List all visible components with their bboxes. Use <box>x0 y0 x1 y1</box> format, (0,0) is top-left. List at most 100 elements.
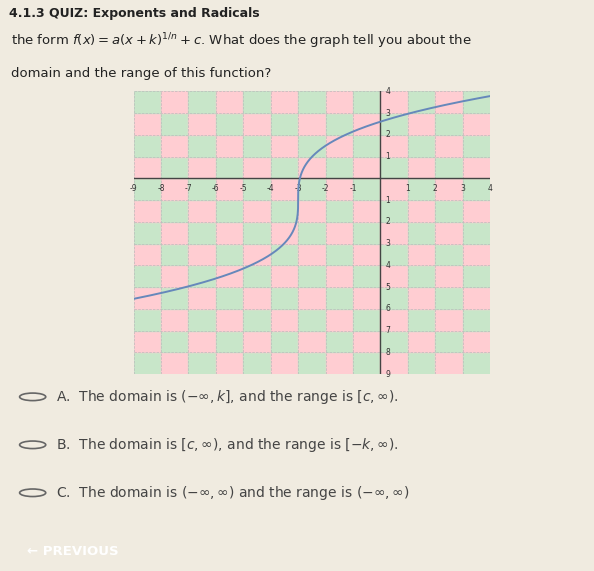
Bar <box>326 266 353 287</box>
Bar <box>326 135 353 156</box>
Bar <box>298 244 326 266</box>
Bar <box>298 178 326 200</box>
Bar <box>161 309 188 331</box>
Text: 4: 4 <box>386 87 390 96</box>
Bar <box>380 352 408 374</box>
Bar <box>326 244 353 266</box>
Bar <box>380 287 408 309</box>
Bar <box>435 222 463 244</box>
Bar <box>244 135 271 156</box>
Bar <box>216 113 244 135</box>
Text: domain and the range of this function?: domain and the range of this function? <box>11 67 271 80</box>
Bar <box>435 200 463 222</box>
Bar <box>408 200 435 222</box>
Bar <box>463 135 490 156</box>
Bar <box>298 222 326 244</box>
Bar <box>435 352 463 374</box>
Bar <box>435 178 463 200</box>
Bar <box>271 309 298 331</box>
Bar <box>326 91 353 113</box>
Bar <box>271 244 298 266</box>
Bar <box>408 156 435 178</box>
Bar <box>134 244 161 266</box>
Bar <box>244 309 271 331</box>
Bar <box>216 287 244 309</box>
Bar <box>216 309 244 331</box>
Bar <box>353 266 380 287</box>
Bar <box>134 91 161 113</box>
Bar <box>271 135 298 156</box>
Bar <box>188 135 216 156</box>
Bar <box>161 331 188 352</box>
Bar <box>463 352 490 374</box>
Bar <box>326 113 353 135</box>
Bar <box>244 200 271 222</box>
Bar <box>326 178 353 200</box>
Bar <box>353 331 380 352</box>
Text: 3: 3 <box>386 239 390 248</box>
Bar <box>408 113 435 135</box>
Bar <box>161 178 188 200</box>
Bar <box>134 331 161 352</box>
Text: -1: -1 <box>349 184 357 193</box>
Bar <box>188 352 216 374</box>
Bar <box>435 135 463 156</box>
Bar <box>298 200 326 222</box>
Bar <box>134 287 161 309</box>
Bar <box>380 178 408 200</box>
Bar <box>271 266 298 287</box>
Bar <box>161 156 188 178</box>
Bar <box>244 331 271 352</box>
Bar <box>298 156 326 178</box>
Bar <box>244 156 271 178</box>
Bar <box>435 91 463 113</box>
Bar <box>216 156 244 178</box>
Bar <box>463 178 490 200</box>
Bar <box>298 266 326 287</box>
Text: A.  The domain is $(-\infty, k]$, and the range is $[c, \infty)$.: A. The domain is $(-\infty, k]$, and the… <box>56 388 399 406</box>
Bar <box>353 309 380 331</box>
Bar <box>435 266 463 287</box>
Text: -2: -2 <box>322 184 329 193</box>
Text: 3: 3 <box>386 108 390 118</box>
Bar <box>463 113 490 135</box>
Bar <box>271 91 298 113</box>
Bar <box>353 244 380 266</box>
Bar <box>244 266 271 287</box>
Bar <box>298 91 326 113</box>
Bar <box>188 91 216 113</box>
Bar <box>408 135 435 156</box>
Bar <box>408 287 435 309</box>
Text: 1: 1 <box>386 196 390 204</box>
Text: -3: -3 <box>295 184 302 193</box>
Text: 3: 3 <box>460 184 465 193</box>
Text: -8: -8 <box>157 184 165 193</box>
Bar <box>188 287 216 309</box>
Bar <box>161 200 188 222</box>
Text: 4.1.3 QUIZ: Exponents and Radicals: 4.1.3 QUIZ: Exponents and Radicals <box>9 7 260 20</box>
Bar <box>353 352 380 374</box>
Text: -5: -5 <box>239 184 247 193</box>
Text: 5: 5 <box>386 283 390 292</box>
Text: 2: 2 <box>433 184 438 193</box>
Bar <box>271 156 298 178</box>
Bar <box>134 352 161 374</box>
Bar <box>408 331 435 352</box>
Bar <box>326 156 353 178</box>
Bar <box>271 113 298 135</box>
Bar <box>161 135 188 156</box>
Bar <box>161 266 188 287</box>
Text: C.  The domain is $(-\infty, \infty)$ and the range is $(-\infty, \infty)$: C. The domain is $(-\infty, \infty)$ and… <box>56 484 410 502</box>
Bar <box>271 222 298 244</box>
Bar <box>244 91 271 113</box>
Bar <box>216 244 244 266</box>
Bar <box>244 113 271 135</box>
Bar <box>216 266 244 287</box>
Bar <box>188 113 216 135</box>
Bar <box>298 287 326 309</box>
Bar <box>271 352 298 374</box>
Bar <box>134 222 161 244</box>
Bar <box>188 309 216 331</box>
Bar <box>326 222 353 244</box>
Bar <box>134 113 161 135</box>
